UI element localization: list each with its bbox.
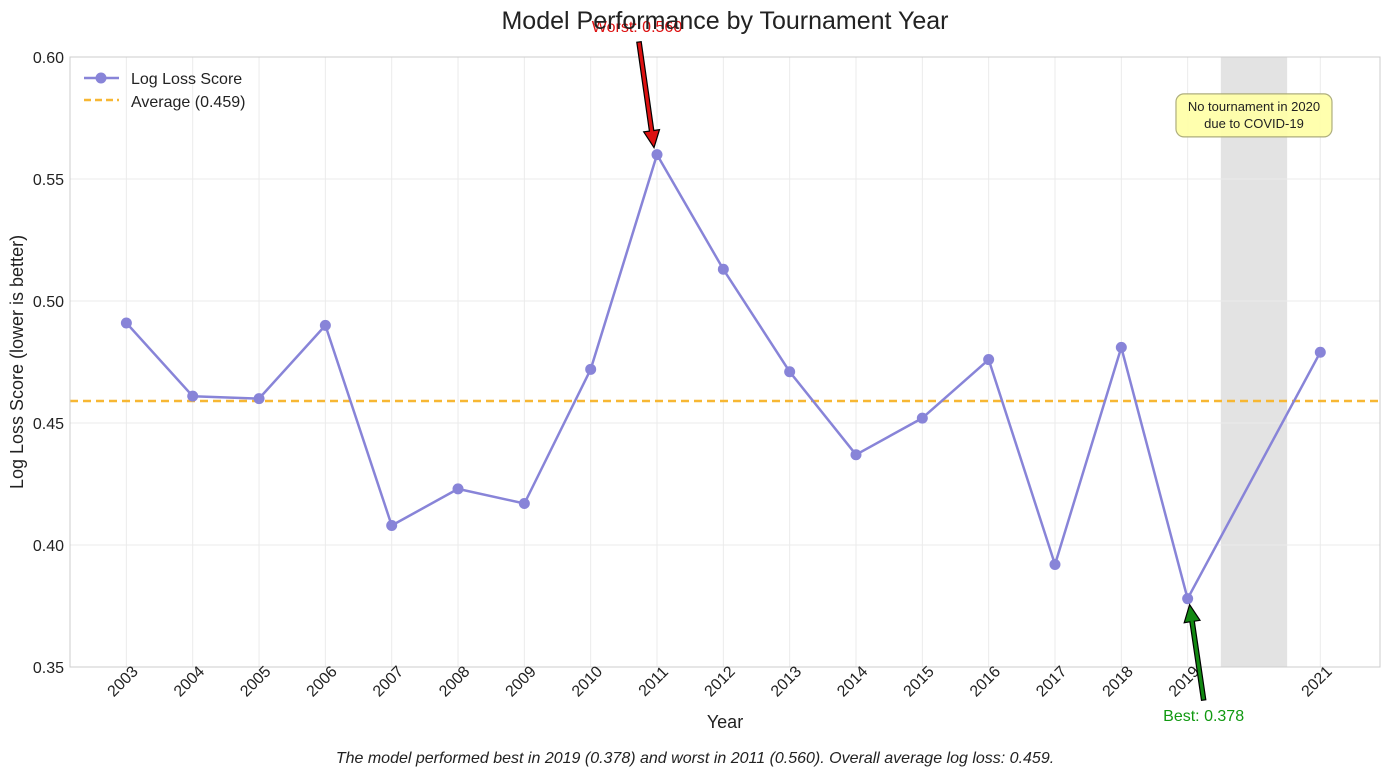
covid-note-line2: due to COVID-19 bbox=[1204, 116, 1304, 131]
worst-annotation-label: Worst: 0.560 bbox=[592, 19, 683, 36]
data-point-2004 bbox=[187, 390, 199, 402]
y-axis-label: Log Loss Score (lower is better) bbox=[7, 235, 27, 489]
data-point-2021 bbox=[1314, 346, 1326, 358]
best-annotation-label: Best: 0.378 bbox=[1163, 708, 1244, 725]
legend: Log Loss Score Average (0.459) bbox=[84, 71, 245, 111]
data-point-2014 bbox=[850, 449, 862, 461]
chart-title: Model Performance by Tournament Year bbox=[501, 7, 948, 35]
y-tick-label: 0.50 bbox=[33, 294, 64, 311]
covid-note-box bbox=[1175, 93, 1333, 138]
covid-note-line1: No tournament in 2020 bbox=[1188, 99, 1320, 114]
log-loss-series-line bbox=[125, 153, 1322, 600]
data-point-2013 bbox=[784, 366, 796, 378]
y-tick-label: 0.40 bbox=[33, 538, 64, 555]
data-point-2019 bbox=[1182, 593, 1194, 605]
data-point-2003 bbox=[120, 317, 132, 329]
best-arrow bbox=[1183, 603, 1207, 701]
plot-frame bbox=[69, 56, 1381, 668]
data-point-2005 bbox=[253, 393, 265, 405]
y-tick-label: 0.45 bbox=[33, 416, 64, 433]
y-tick-label: 0.60 bbox=[33, 50, 64, 67]
data-point-2012 bbox=[717, 263, 729, 275]
data-point-2016 bbox=[983, 354, 995, 366]
y-tick-label: 0.35 bbox=[33, 660, 64, 677]
data-point-2011 bbox=[651, 149, 663, 161]
data-point-2010 bbox=[585, 363, 597, 375]
legend-series-marker bbox=[95, 72, 107, 84]
data-point-2008 bbox=[452, 483, 464, 495]
data-point-2018 bbox=[1115, 341, 1127, 353]
y-tick-label: 0.55 bbox=[33, 172, 64, 189]
legend-average-label: Average (0.459) bbox=[131, 94, 245, 111]
data-point-2006 bbox=[319, 319, 331, 331]
data-point-2009 bbox=[518, 498, 530, 510]
data-point-2007 bbox=[386, 519, 398, 531]
legend-series-label: Log Loss Score bbox=[131, 71, 242, 88]
worst-arrow bbox=[636, 41, 661, 149]
data-point-2017 bbox=[1049, 559, 1061, 571]
data-point-2015 bbox=[916, 412, 928, 424]
covid-shaded-region bbox=[1220, 57, 1288, 667]
chart-caption: The model performed best in 2019 (0.378)… bbox=[336, 750, 1054, 767]
x-axis-label: Year bbox=[707, 712, 743, 732]
